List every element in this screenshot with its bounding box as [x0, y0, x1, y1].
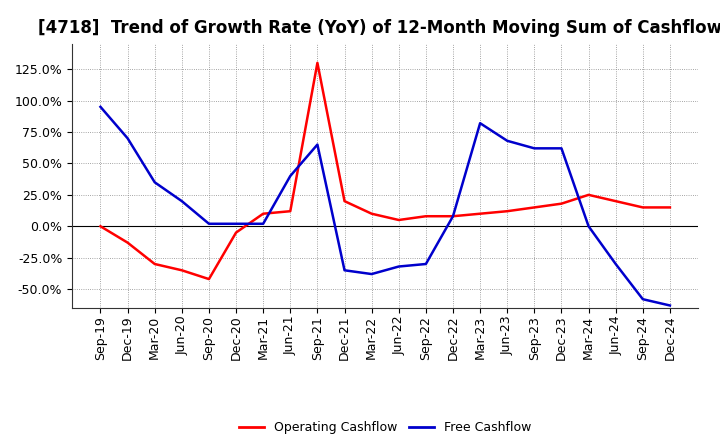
Line: Free Cashflow: Free Cashflow	[101, 107, 670, 305]
Free Cashflow	[449, 213, 457, 219]
Legend: Operating Cashflow, Free Cashflow: Operating Cashflow, Free Cashflow	[233, 416, 537, 439]
Operating Cashflow	[395, 217, 403, 223]
Operating Cashflow	[557, 201, 566, 206]
Operating Cashflow	[313, 60, 322, 66]
Line: Operating Cashflow: Operating Cashflow	[101, 63, 670, 279]
Operating Cashflow	[476, 211, 485, 216]
Operating Cashflow	[449, 213, 457, 219]
Free Cashflow	[395, 264, 403, 269]
Free Cashflow	[232, 221, 240, 227]
Free Cashflow	[204, 221, 213, 227]
Free Cashflow	[503, 138, 511, 143]
Operating Cashflow	[259, 211, 268, 216]
Operating Cashflow	[341, 198, 349, 204]
Free Cashflow	[530, 146, 539, 151]
Free Cashflow	[259, 221, 268, 227]
Free Cashflow	[341, 268, 349, 273]
Operating Cashflow	[530, 205, 539, 210]
Free Cashflow	[123, 136, 132, 141]
Operating Cashflow	[232, 230, 240, 235]
Free Cashflow	[178, 198, 186, 204]
Operating Cashflow	[503, 209, 511, 214]
Operating Cashflow	[421, 213, 430, 219]
Operating Cashflow	[611, 198, 620, 204]
Operating Cashflow	[178, 268, 186, 273]
Operating Cashflow	[286, 209, 294, 214]
Operating Cashflow	[204, 276, 213, 282]
Free Cashflow	[96, 104, 105, 110]
Operating Cashflow	[367, 211, 376, 216]
Title: [4718]  Trend of Growth Rate (YoY) of 12-Month Moving Sum of Cashflows: [4718] Trend of Growth Rate (YoY) of 12-…	[38, 19, 720, 37]
Operating Cashflow	[123, 240, 132, 245]
Free Cashflow	[584, 224, 593, 229]
Free Cashflow	[367, 271, 376, 277]
Free Cashflow	[313, 142, 322, 147]
Operating Cashflow	[665, 205, 674, 210]
Operating Cashflow	[639, 205, 647, 210]
Free Cashflow	[557, 146, 566, 151]
Operating Cashflow	[584, 192, 593, 198]
Free Cashflow	[665, 303, 674, 308]
Operating Cashflow	[150, 261, 159, 267]
Free Cashflow	[421, 261, 430, 267]
Free Cashflow	[286, 173, 294, 179]
Free Cashflow	[476, 121, 485, 126]
Operating Cashflow	[96, 224, 105, 229]
Free Cashflow	[611, 261, 620, 267]
Free Cashflow	[150, 180, 159, 185]
Free Cashflow	[639, 297, 647, 302]
